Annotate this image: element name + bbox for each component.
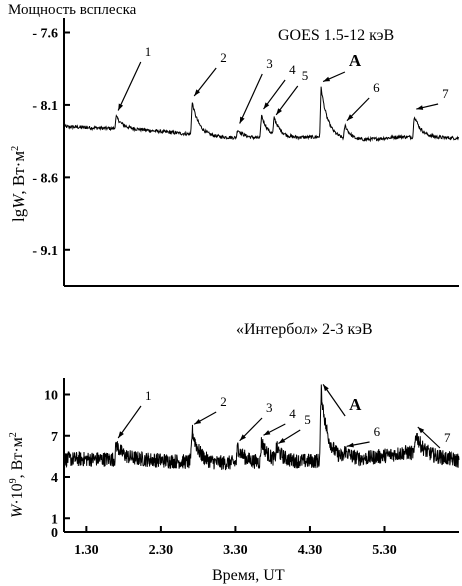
goes-y-label-w: W xyxy=(9,193,28,209)
goes-y-label-unit: , Вт·м xyxy=(9,151,28,195)
interball-y-tick-label: 10 xyxy=(44,389,58,404)
interball-x-tick-label: 4.30 xyxy=(298,543,323,558)
interball-y-tick-label: 4 xyxy=(51,471,58,486)
interball-y-label-sup1: 9 xyxy=(8,478,19,483)
goes-peak-label-5: 5 xyxy=(302,68,309,83)
interball-peak-arrowhead-3 xyxy=(239,434,246,441)
goes-peak-arrowhead-3 xyxy=(239,116,245,124)
goes-series-line xyxy=(63,86,460,143)
goes-peak-label-2: 2 xyxy=(220,50,227,65)
interball-y-label-w: W xyxy=(9,503,26,518)
interball-y-label-unit: , Вт·м xyxy=(9,437,26,478)
interball-x-tick-label: 2.30 xyxy=(149,543,174,558)
interball-x-tick-label: 3.30 xyxy=(223,543,248,558)
interball-peak-arrowhead-4 xyxy=(263,430,271,436)
interball-peak-label-1: 1 xyxy=(145,388,152,403)
interball-x-tick-label: 5.30 xyxy=(372,543,397,558)
interball-x-axis-label: Время, UT xyxy=(212,567,285,584)
interball-y-label-scale: ·10 xyxy=(9,483,26,504)
goes-peak-label-3: 3 xyxy=(266,56,273,71)
interball-peak-label-A: A xyxy=(349,395,362,414)
interball-y-label-sup2: 2 xyxy=(8,432,19,437)
page-title: Мощность всплеска xyxy=(8,2,137,18)
interball-y-tick-label: 0 xyxy=(51,526,58,541)
goes-peak-arrowhead-4 xyxy=(263,102,270,110)
interball-peak-arrowhead-1 xyxy=(118,431,124,438)
goes-peak-arrowhead-6 xyxy=(347,114,354,121)
goes-peak-label-1: 1 xyxy=(145,44,152,59)
interball-peak-label-5: 5 xyxy=(304,412,311,427)
goes-chart-title: GOES 1.5-12 кэВ xyxy=(278,27,394,44)
goes-peak-arrowhead-2 xyxy=(194,89,201,96)
interball-peak-label-2: 2 xyxy=(220,394,227,409)
interball-peak-arrowhead-2 xyxy=(194,419,202,425)
goes-peak-label-A: A xyxy=(349,51,362,70)
interball-peak-label-6: 6 xyxy=(374,424,381,439)
interball-peak-arrowhead-7 xyxy=(417,427,425,434)
interball-peak-arrowhead-6 xyxy=(347,442,354,448)
interball-peak-label-4: 4 xyxy=(289,406,296,421)
goes-peak-arrowhead-A xyxy=(323,76,331,82)
interball-y-axis-label: W·109, Вт·м2 xyxy=(8,432,26,518)
interball-peak-arrowhead-A xyxy=(323,384,329,392)
interball-peak-annotations: 1 2 3 4 5 A6 7 xyxy=(117,384,451,449)
goes-peak-arrowhead-1 xyxy=(118,103,124,111)
interball-y-tick-label: 1 xyxy=(51,512,58,527)
goes-peak-label-7: 7 xyxy=(442,86,449,101)
goes-peak-arrowhead-7 xyxy=(416,105,424,110)
goes-y-label-lg: lg xyxy=(9,208,28,222)
goes-panel: GOES 1.5-12 кэВ - 7.6 - 8.1 - 8.6 - 9.1 lgW… xyxy=(9,18,460,287)
goes-y-label-sup: 2 xyxy=(10,146,21,151)
interball-chart-title: «Интербол» 2-3 кэВ xyxy=(236,321,373,338)
goes-peak-label-6: 6 xyxy=(373,80,380,95)
interball-x-tick-label: 1.30 xyxy=(74,543,99,558)
goes-y-tick-label: - 8.1 xyxy=(32,99,58,114)
interball-peak-label-7: 7 xyxy=(444,430,451,445)
goes-peak-arrowhead-5 xyxy=(276,108,282,115)
goes-y-tick-label: - 7.6 xyxy=(32,26,58,41)
interball-series-line xyxy=(63,384,460,471)
goes-peak-arrow-3 xyxy=(239,73,263,124)
interball-peak-arrowhead-5 xyxy=(278,438,286,444)
goes-y-axis-label: lgW, Вт·м2 xyxy=(9,146,28,222)
interball-x-ticks: 1.30 2.30 3.30 4.30 5.30 xyxy=(74,526,397,558)
goes-peak-annotations: 1 2 3 4 5 A6 7 xyxy=(117,44,449,124)
goes-peak-label-4: 4 xyxy=(289,62,296,77)
goes-peak-arrow-1 xyxy=(117,61,142,111)
interball-y-tick-label: 7 xyxy=(51,430,58,445)
goes-y-tick-label: - 9.1 xyxy=(32,244,58,259)
goes-y-ticks: - 7.6 - 8.1 - 8.6 - 9.1 xyxy=(32,26,70,259)
interball-y-ticks: 01 4 7 10 xyxy=(44,389,70,541)
goes-y-tick-label: - 8.6 xyxy=(32,171,58,186)
interball-peak-label-3: 3 xyxy=(266,400,273,415)
